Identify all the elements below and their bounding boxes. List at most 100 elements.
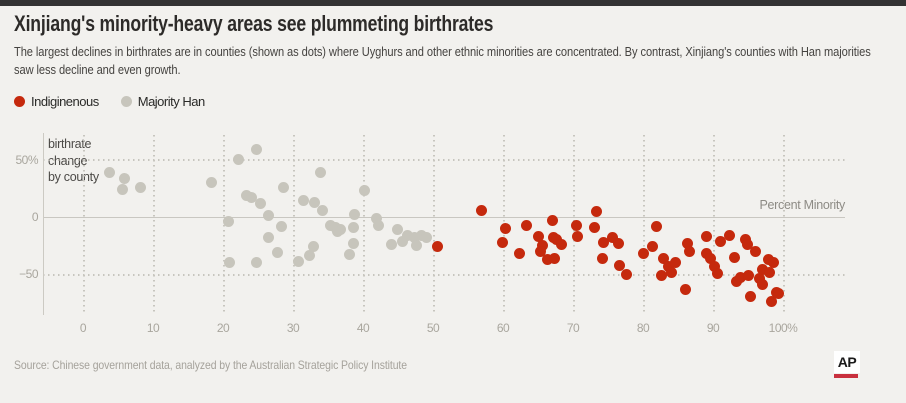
legend-item-indigenous: Indiginenous — [14, 94, 99, 109]
chart-title: Xinjiang's minority-heavy areas see plum… — [14, 11, 494, 36]
y-axis-title: birthratechangeby county — [48, 136, 99, 186]
data-point-majority-han — [223, 257, 235, 269]
data-point-indiginenous — [756, 264, 768, 276]
data-point-majority-han — [331, 226, 343, 238]
data-point-indiginenous — [620, 268, 632, 280]
data-point-indiginenous — [532, 230, 544, 242]
data-point-majority-han — [293, 256, 305, 268]
data-point-indiginenous — [704, 252, 716, 264]
data-point-indiginenous — [757, 279, 769, 291]
y-tick-label: 0 — [31, 210, 39, 224]
y-axis-title-line: by county — [48, 170, 99, 184]
data-point-indiginenous — [536, 240, 548, 252]
x-tick-label: 70 — [566, 321, 580, 335]
source-credit: Source: Chinese government data, analyze… — [14, 358, 407, 372]
data-point-indiginenous — [650, 220, 662, 232]
data-point-indiginenous — [763, 266, 775, 278]
data-point-indiginenous — [744, 290, 756, 302]
data-point-majority-han — [246, 192, 258, 204]
data-point-majority-han — [251, 257, 263, 269]
data-point-indiginenous — [767, 257, 779, 269]
data-point-majority-han — [117, 183, 129, 195]
data-point-majority-han — [396, 235, 408, 247]
data-point-indiginenous — [665, 266, 677, 278]
data-point-indiginenous — [556, 239, 568, 250]
data-point-majority-han — [251, 143, 263, 155]
data-point-majority-han — [263, 210, 274, 222]
data-point-majority-han — [272, 247, 284, 259]
data-point-majority-han — [298, 195, 309, 207]
data-point-indiginenous — [613, 237, 624, 249]
data-point-majority-han — [344, 249, 356, 261]
data-point-indiginenous — [682, 237, 694, 249]
data-point-indiginenous — [514, 248, 526, 260]
data-point-majority-han — [349, 209, 361, 221]
data-point-majority-han — [254, 197, 266, 209]
data-point-majority-han — [104, 166, 116, 178]
data-point-indiginenous — [431, 241, 443, 253]
data-point-indiginenous — [638, 248, 650, 260]
data-point-majority-han — [348, 237, 360, 249]
x-tick-label: 40 — [356, 321, 370, 335]
data-point-indiginenous — [766, 296, 778, 308]
gridline-vertical — [362, 135, 365, 315]
top-accent-bar — [0, 0, 906, 6]
gridline-vertical — [152, 135, 155, 315]
data-point-indiginenous — [734, 272, 746, 284]
data-point-indiginenous — [550, 234, 562, 246]
data-point-majority-han — [223, 216, 235, 228]
data-point-majority-han — [402, 229, 414, 241]
legend-dot-indigenous — [14, 96, 25, 107]
gridline-horizontal — [43, 273, 845, 276]
data-point-indiginenous — [607, 232, 619, 244]
data-point-majority-han — [314, 166, 326, 178]
data-point-indiginenous — [708, 260, 720, 272]
data-point-indiginenous — [700, 230, 712, 242]
data-point-indiginenous — [588, 221, 600, 233]
data-point-majority-han — [232, 154, 244, 166]
data-point-majority-han — [263, 232, 274, 244]
x-tick-label: 60 — [496, 321, 510, 335]
data-point-majority-han — [408, 232, 420, 244]
data-point-indiginenous — [520, 219, 532, 231]
gridline-horizontal — [43, 159, 845, 162]
data-point-indiginenous — [541, 253, 553, 265]
data-point-majority-han — [240, 189, 252, 201]
data-point-majority-han — [347, 221, 359, 233]
legend: Indiginenous Majority Han — [14, 94, 205, 109]
data-point-indiginenous — [546, 214, 558, 226]
gridline-vertical — [292, 135, 295, 315]
data-point-indiginenous — [679, 283, 691, 295]
data-point-indiginenous — [572, 230, 584, 242]
ap-logo-text: AP — [834, 351, 860, 373]
gridline-vertical — [432, 135, 435, 315]
data-point-majority-han — [277, 181, 289, 193]
x-axis-title: Percent Minority — [759, 198, 845, 212]
data-point-majority-han — [316, 204, 328, 216]
data-point-majority-han — [385, 239, 397, 250]
data-point-indiginenous — [714, 235, 726, 247]
data-point-indiginenous — [741, 239, 753, 250]
data-point-indiginenous — [496, 236, 508, 248]
data-point-majority-han — [391, 224, 403, 236]
data-point-majority-han — [420, 232, 432, 244]
data-point-indiginenous — [614, 259, 626, 271]
ap-logo-underline — [834, 374, 858, 378]
x-tick-label: 0 — [79, 321, 87, 335]
x-tick-label: 10 — [146, 321, 160, 335]
data-point-indiginenous — [646, 241, 658, 253]
data-point-majority-han — [304, 250, 316, 262]
ap-logo: AP — [834, 351, 860, 378]
legend-label-majority-han: Majority Han — [137, 94, 205, 109]
data-point-indiginenous — [548, 252, 560, 264]
data-point-indiginenous — [598, 236, 610, 248]
x-tick-label: 20 — [216, 321, 230, 335]
y-axis-line — [43, 133, 44, 315]
legend-dot-majority-han — [120, 96, 132, 107]
y-tick-label: −50 — [19, 267, 38, 282]
data-point-indiginenous — [753, 273, 765, 285]
data-point-indiginenous — [729, 251, 741, 263]
data-point-indiginenous — [657, 252, 669, 264]
data-point-indiginenous — [655, 269, 667, 281]
